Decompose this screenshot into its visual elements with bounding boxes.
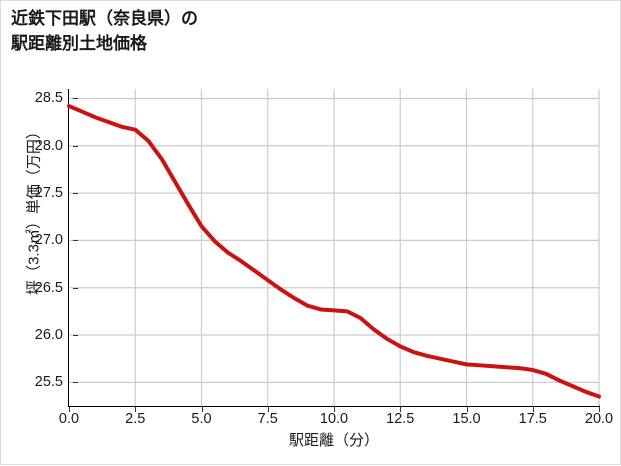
x-tick-label: 17.5 (518, 411, 547, 427)
y-axis-label: 坪（3.3㎡）単価（万円） (25, 124, 43, 295)
y-tick-label: 27.0 (34, 232, 63, 249)
x-tick-label: 2.5 (125, 411, 146, 427)
y-tick-mark (73, 145, 78, 147)
x-tick-mark (135, 407, 137, 412)
y-tick-mark (73, 382, 78, 384)
x-tick-mark (201, 407, 203, 412)
y-tick-mark (73, 193, 78, 195)
chart-title: 近鉄下田駅（奈良県）の 駅距離別土地価格 (11, 9, 198, 53)
x-tick-label: 5.0 (191, 411, 212, 427)
y-tick-label: 28.0 (34, 137, 63, 154)
x-tick-mark (599, 407, 600, 412)
grid-lines (69, 89, 600, 406)
x-axis-label: 駅距離（分） (288, 432, 379, 449)
y-tick-label: 28.5 (34, 90, 63, 107)
y-tick-label: 26.0 (34, 327, 63, 344)
price-line (67, 104, 601, 399)
x-tick-label: 0.0 (58, 411, 80, 427)
y-tick-label: 26.5 (34, 279, 63, 296)
y-tick-mark (73, 287, 78, 289)
x-tick-mark (400, 407, 402, 412)
x-tick-label: 20.0 (584, 411, 614, 427)
plot-area (67, 89, 601, 406)
x-tick-label: 15.0 (452, 411, 481, 427)
x-tick-mark (466, 407, 468, 412)
x-tick-mark (69, 407, 70, 412)
y-tick-mark (73, 240, 78, 242)
x-tick-mark (267, 407, 269, 412)
y-tick-label: 27.5 (34, 185, 63, 202)
y-tick-mark (73, 98, 78, 100)
x-tick-mark (334, 407, 335, 412)
y-axis-ticks: 25.5 26.0 26.5 27.0 27.5 28.0 28.5 (11, 1, 78, 466)
x-tick-mark (532, 407, 534, 412)
x-tick-label: 7.5 (257, 411, 278, 427)
y-tick-mark (73, 335, 78, 337)
y-tick-label: 25.5 (34, 374, 63, 391)
data-series-line (67, 104, 601, 399)
x-tick-label: 10.0 (319, 411, 349, 427)
x-tick-label: 12.5 (386, 411, 415, 427)
